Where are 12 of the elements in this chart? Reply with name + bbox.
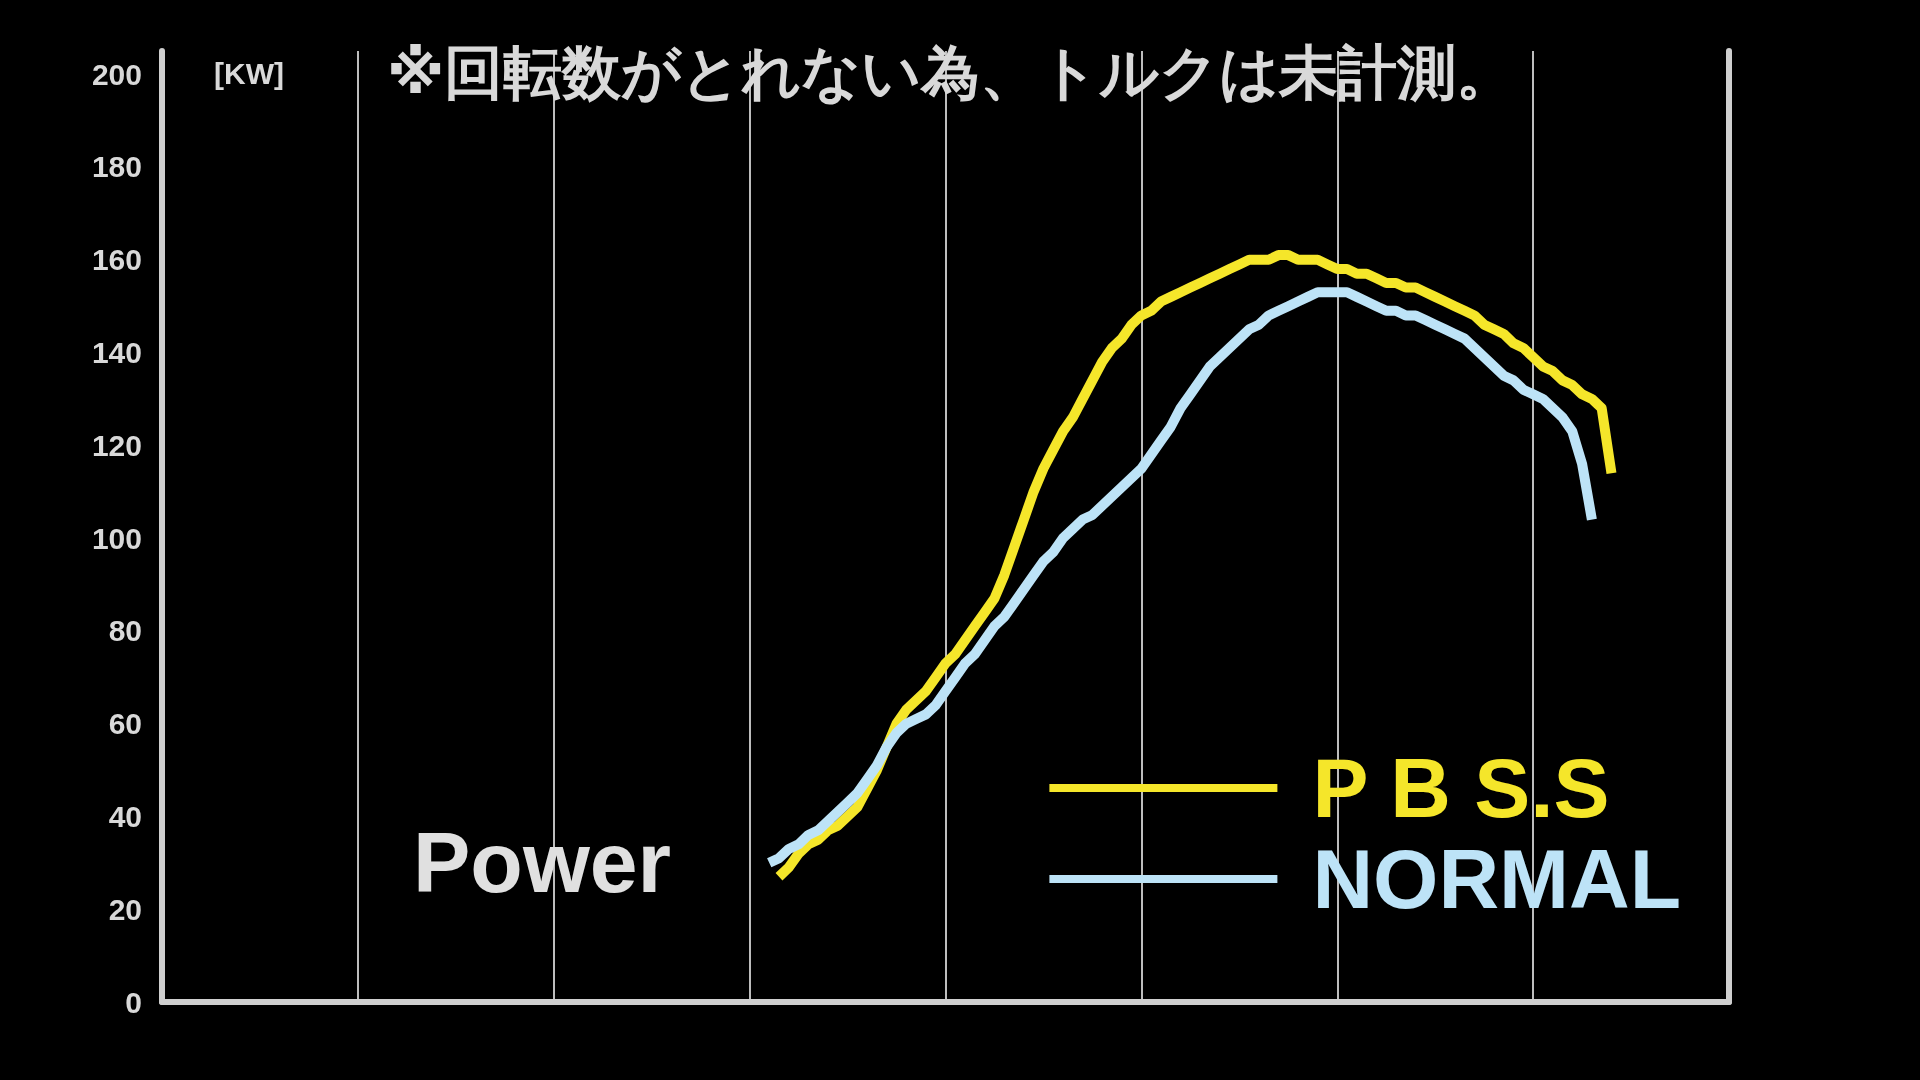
y-tick-label: 180 [91,150,142,184]
y-tick-label: 20 [108,892,142,926]
y-tick-label: 0 [125,985,142,1019]
y-tick-label: 40 [108,799,142,833]
y-axis-title: [KW] [214,56,284,90]
y-tick-label: 100 [91,521,142,555]
y-tick-label: 140 [91,336,142,370]
y-tick-label: 200 [91,57,142,91]
y-tick-label: 160 [91,243,142,277]
y-tick-label: 80 [108,614,142,648]
y-tick-label: 60 [108,707,142,741]
y-tick-label: 120 [91,428,142,462]
